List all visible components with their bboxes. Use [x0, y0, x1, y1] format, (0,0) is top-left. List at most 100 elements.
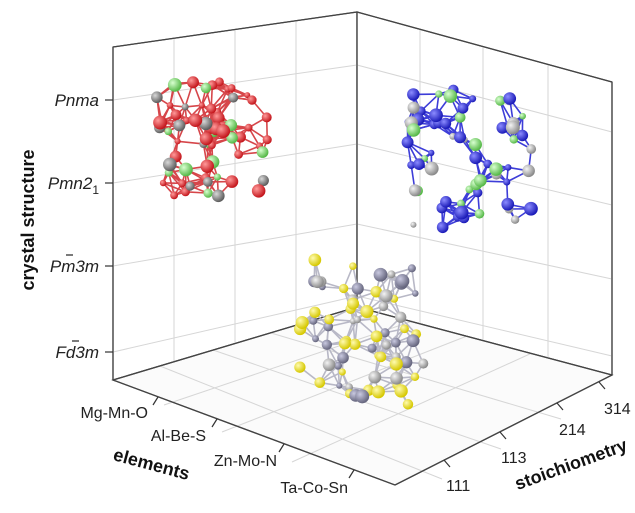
atom — [216, 124, 231, 139]
atom — [251, 184, 266, 198]
atom — [457, 102, 469, 114]
atom — [424, 161, 439, 176]
z-tick-pmn21: Pmn21 — [48, 174, 99, 197]
z-tick-pm3m: Pm3m — [50, 257, 99, 276]
atom — [203, 188, 213, 198]
atom — [407, 88, 420, 101]
atom — [198, 102, 205, 109]
atom — [468, 137, 482, 152]
atom — [454, 112, 466, 123]
atom — [400, 324, 409, 334]
atom — [378, 301, 389, 312]
atom — [151, 91, 163, 104]
atom — [360, 304, 374, 319]
y-tick-214: 214 — [559, 422, 586, 439]
bond — [216, 88, 229, 113]
atom — [370, 330, 383, 343]
atom — [402, 399, 414, 410]
atom — [294, 361, 306, 373]
atom — [516, 129, 529, 142]
z-axis-title: crystal structure — [18, 149, 38, 290]
atom — [338, 337, 351, 350]
atom — [406, 334, 420, 348]
z-tick-pnma: Pnma — [55, 91, 99, 110]
atom — [336, 382, 343, 389]
z-tick-labels: Pnma Pmn21 Pm3m Fd3m — [48, 91, 99, 362]
atom — [408, 184, 422, 197]
atom — [202, 177, 213, 187]
atom — [170, 191, 179, 200]
atom — [473, 188, 483, 198]
atom — [164, 127, 173, 136]
atom — [379, 289, 393, 303]
atom — [338, 283, 349, 294]
tick-marks — [105, 99, 606, 479]
atom — [519, 112, 526, 120]
atom — [509, 135, 519, 144]
atom — [439, 117, 452, 129]
atom — [226, 132, 238, 144]
atom — [153, 115, 168, 130]
atom — [503, 92, 517, 105]
atom — [505, 120, 520, 135]
yellow-gray-structure — [293, 253, 429, 410]
atom — [428, 149, 435, 157]
atom — [312, 335, 319, 343]
atom — [212, 111, 225, 125]
bond — [177, 140, 204, 145]
atom — [200, 159, 214, 173]
atom — [314, 377, 326, 388]
atom — [321, 339, 333, 350]
atom — [395, 274, 410, 288]
atom — [381, 340, 392, 350]
atom — [338, 368, 346, 376]
atom — [380, 328, 390, 338]
atom — [390, 371, 403, 385]
atom — [407, 101, 420, 114]
atom — [407, 161, 416, 170]
atom — [503, 178, 511, 186]
atom — [390, 337, 401, 348]
blue-green-structure — [401, 84, 538, 234]
atom — [429, 108, 443, 123]
atom — [346, 297, 360, 310]
atom — [215, 77, 224, 87]
atom — [413, 158, 425, 170]
atom — [469, 95, 477, 103]
atom — [454, 205, 469, 220]
atom — [173, 119, 186, 132]
atom — [206, 103, 217, 114]
atom — [187, 76, 199, 89]
atom — [159, 179, 167, 187]
atom — [440, 195, 452, 208]
atom — [489, 162, 503, 176]
atom — [261, 112, 272, 123]
atom — [334, 361, 343, 370]
atom — [337, 351, 349, 364]
atom — [309, 306, 321, 318]
atom — [349, 338, 361, 350]
atom — [410, 221, 417, 228]
atom — [495, 95, 506, 106]
atom — [504, 164, 512, 171]
x-axis-title: elements — [111, 444, 192, 484]
atom — [400, 356, 413, 369]
atom — [367, 343, 377, 353]
y-tick-111: 111 — [446, 478, 470, 495]
atom — [351, 282, 364, 295]
atom — [373, 267, 388, 282]
atom — [456, 199, 465, 208]
atom — [167, 78, 182, 92]
atom — [496, 121, 509, 134]
atom — [411, 290, 419, 297]
atom — [170, 109, 182, 121]
atom — [212, 189, 225, 203]
atom — [178, 179, 187, 188]
atom — [526, 144, 537, 154]
atom — [370, 286, 382, 298]
atom — [524, 201, 538, 216]
atom — [454, 131, 467, 144]
atom — [308, 253, 322, 267]
atom — [406, 123, 421, 137]
grid-lines — [112, 21, 613, 480]
